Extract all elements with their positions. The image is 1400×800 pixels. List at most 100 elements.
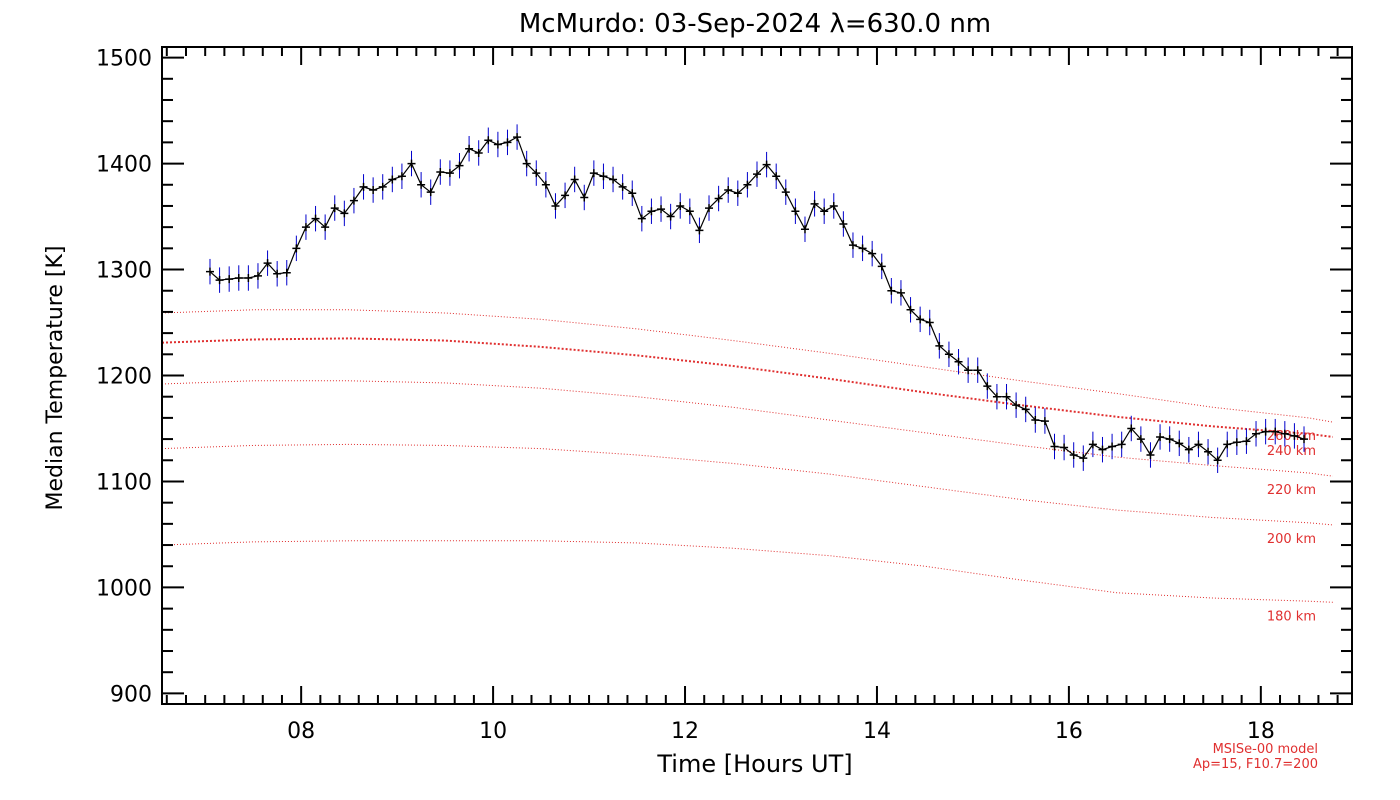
model-annotation-name: MSISe-00 model: [1213, 742, 1318, 757]
model-curve-label: 220 km: [1267, 483, 1316, 498]
data-point: [753, 170, 761, 179]
data-point: [733, 189, 742, 198]
data-point: [445, 169, 454, 178]
data-point: [695, 226, 704, 235]
data-point: [282, 268, 291, 277]
data-point: [561, 191, 570, 200]
data-point: [935, 341, 944, 350]
plot-frame: [161, 46, 1353, 705]
y-tick-label: 1000: [96, 576, 152, 601]
data-point: [436, 168, 445, 177]
data-point: [311, 214, 320, 223]
data-point: [541, 180, 550, 189]
x-tick-label: 14: [863, 719, 891, 744]
data-point: [657, 205, 666, 214]
data-point: [1079, 454, 1088, 463]
data-point: [1165, 435, 1174, 444]
model-curve: [161, 380, 1333, 477]
data-point: [666, 212, 675, 221]
data-point: [407, 159, 416, 168]
data-point: [906, 305, 915, 314]
data-point: [493, 140, 502, 149]
data-point: [647, 207, 656, 216]
data-point: [589, 169, 598, 178]
data-point: [1108, 442, 1117, 451]
data-point: [349, 196, 358, 205]
data-point: [992, 392, 1001, 401]
data-point: [301, 223, 310, 232]
data-point: [609, 175, 618, 184]
data-point: [1300, 435, 1309, 444]
data-point: [618, 182, 627, 191]
x-tick-label: 10: [479, 719, 507, 744]
data-point: [532, 169, 541, 178]
error-bars: [209, 124, 1305, 473]
model-curve: [161, 337, 1333, 438]
data-point: [676, 201, 685, 210]
data-point: [292, 244, 301, 253]
data-point: [273, 269, 282, 278]
x-tick-label: 16: [1055, 719, 1083, 744]
data-point: [1098, 445, 1107, 454]
data-point: [944, 350, 953, 359]
data-point: [839, 219, 848, 228]
data-point: [1204, 447, 1213, 456]
data-point: [397, 172, 406, 181]
y-tick-label: 1400: [96, 153, 152, 178]
data-point: [887, 286, 896, 295]
data-point: [1261, 427, 1270, 436]
data-point: [954, 357, 963, 366]
data-point: [321, 223, 330, 232]
y-tick-label: 1300: [96, 259, 152, 284]
data-point: [1031, 416, 1040, 425]
data-point: [1021, 405, 1030, 414]
data-point: [340, 209, 349, 218]
data-point: [417, 180, 426, 189]
data-point: [925, 318, 934, 327]
data-point: [1117, 440, 1126, 449]
data-point: [791, 207, 800, 216]
model-curve: [161, 309, 1333, 423]
measurement-series: [205, 133, 1309, 465]
model-curve: [161, 540, 1333, 603]
data-point: [772, 172, 781, 181]
data-point: [1156, 432, 1165, 441]
data-point: [1127, 424, 1136, 433]
data-point: [685, 207, 694, 216]
y-axis-label: Median Temperature [K]: [43, 246, 68, 511]
model-curve: [161, 443, 1333, 526]
data-point: [858, 244, 867, 253]
data-point: [378, 182, 387, 191]
data-point: [599, 172, 608, 181]
data-point: [983, 382, 992, 391]
data-point: [810, 199, 819, 208]
data-point: [1050, 442, 1059, 451]
data-point: [465, 144, 474, 153]
data-point: [426, 188, 435, 197]
data-point: [253, 271, 262, 280]
data-point: [1252, 429, 1261, 438]
data-point: [359, 182, 368, 191]
data-point: [513, 133, 522, 142]
data-point: [1194, 440, 1203, 449]
data-point: [570, 175, 579, 184]
data-point: [743, 180, 752, 189]
axes: 08 10 12 14 16 18 900 1000 1100 1200 1300 1400 1500: [96, 46, 1353, 744]
data-point: [1136, 435, 1145, 444]
data-point: [263, 259, 272, 268]
data-point: [503, 138, 512, 147]
data-point: [234, 274, 243, 283]
data-point: [829, 201, 838, 210]
x-axis-label: Time [Hours UT]: [656, 750, 852, 778]
data-point: [1213, 456, 1222, 465]
data-point: [330, 204, 339, 213]
data-point: [484, 136, 493, 145]
y-tick-label: 900: [110, 682, 152, 707]
data-point: [474, 148, 483, 157]
model-curve-label: 240 km: [1267, 444, 1316, 459]
data-point: [1223, 440, 1232, 449]
data-point: [205, 267, 214, 276]
model-curves: [161, 309, 1333, 603]
